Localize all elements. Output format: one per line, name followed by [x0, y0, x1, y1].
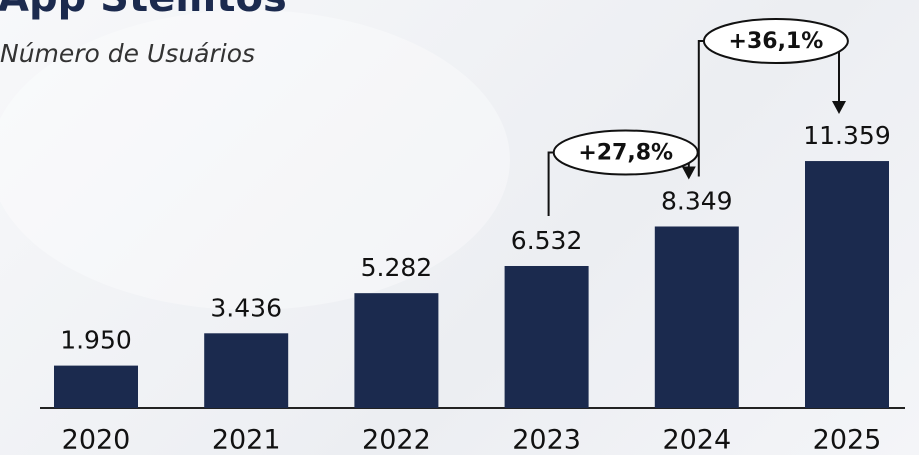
annotation-bubble: [552, 129, 699, 176]
bar: [204, 333, 289, 408]
bar: [805, 161, 889, 408]
value-label: 3.436: [210, 293, 282, 322]
x-tick-label: 2020: [62, 425, 131, 455]
value-label: 5.282: [361, 253, 433, 282]
value-label: 6.532: [511, 226, 583, 255]
x-tick-label: 2022: [362, 425, 431, 455]
chart-subtitle: Número de Usuários: [0, 39, 255, 68]
bar: [354, 293, 439, 408]
background-shape: [0, 10, 510, 310]
x-tick-label: 2025: [813, 425, 882, 455]
arrow-head: [681, 166, 696, 180]
annotation-connector: [547, 151, 554, 216]
value-label: 1.950: [60, 326, 132, 355]
annotation-bubble: [702, 18, 849, 65]
arrow-head: [832, 101, 846, 115]
x-tick-label: 2021: [212, 425, 281, 455]
value-label: 11.359: [803, 121, 890, 150]
bar: [504, 265, 589, 408]
chart-title: App Stellitos: [0, 0, 287, 21]
value-label: 8.349: [661, 186, 733, 215]
x-tick-label: 2023: [512, 425, 581, 455]
bar: [54, 365, 138, 408]
x-tick-label: 2024: [662, 425, 731, 455]
bar: [654, 226, 739, 408]
annotation-label: +36,1%: [729, 29, 824, 54]
annotation-connector: [697, 40, 704, 177]
annotation-label: +27,8%: [578, 140, 673, 165]
